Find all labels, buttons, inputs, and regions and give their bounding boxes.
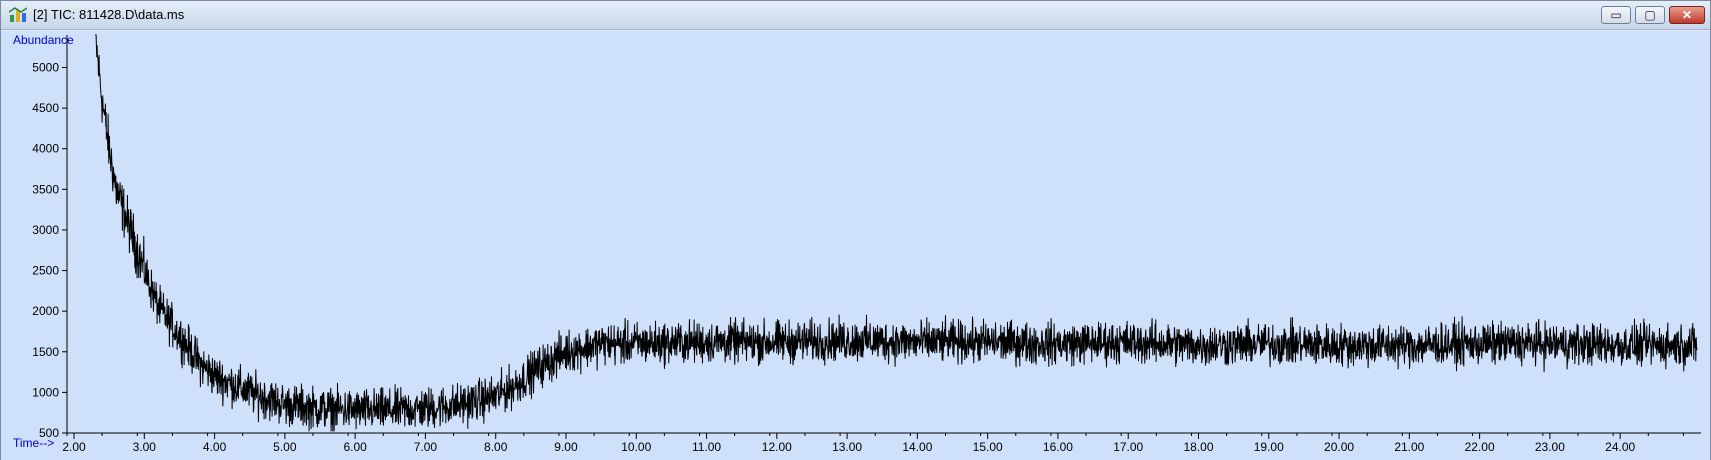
- x-tick-label: 24.00: [1605, 440, 1635, 454]
- y-tick-label: 3500: [32, 182, 59, 196]
- x-tick-label: 3.00: [133, 440, 157, 454]
- maximize-icon: ▢: [1644, 8, 1656, 22]
- x-tick-label: 7.00: [414, 440, 438, 454]
- x-tick-label: 8.00: [484, 440, 508, 454]
- x-tick-label: 6.00: [343, 440, 367, 454]
- x-tick-label: 4.00: [203, 440, 227, 454]
- y-axis-label: Abundance: [13, 33, 74, 47]
- x-axis-ticks: 2.00 3.00 4.00 5.00 6.00 7.00 8.00 9.00 10.00 11.…: [62, 433, 1684, 454]
- y-tick-label: 4500: [32, 101, 59, 115]
- title-bar[interactable]: [2] TIC: 811428.D\data.ms ▭ ▢ ✕: [1, 1, 1710, 30]
- minimize-icon: ▭: [1610, 8, 1622, 22]
- x-tick-label: 5.00: [273, 440, 297, 454]
- y-tick-label: 5000: [32, 60, 59, 74]
- x-tick-label: 2.00: [62, 440, 86, 454]
- x-tick-label: 21.00: [1394, 440, 1424, 454]
- window-title: [2] TIC: 811428.D\data.ms: [33, 7, 185, 22]
- x-tick-label: 10.00: [621, 440, 651, 454]
- close-icon: ✕: [1681, 8, 1693, 22]
- x-tick-label: 14.00: [902, 440, 932, 454]
- x-tick-label: 15.00: [973, 440, 1003, 454]
- app-icon: [9, 7, 27, 22]
- x-tick-label: 12.00: [762, 440, 792, 454]
- x-tick-label: 17.00: [1113, 440, 1143, 454]
- y-tick-label: 1000: [32, 385, 59, 399]
- y-tick-label: 4000: [32, 142, 59, 156]
- chromatogram-plot[interactable]: 500 1000 1500 2000 2500 3000 3500 4000 4500 5000 …: [1, 30, 1710, 460]
- minimize-button[interactable]: ▭: [1601, 6, 1631, 24]
- close-button[interactable]: ✕: [1669, 6, 1705, 24]
- x-tick-label: 9.00: [554, 440, 578, 454]
- y-tick-label: 2500: [32, 264, 59, 278]
- x-tick-label: 11.00: [692, 440, 721, 454]
- x-tick-label: 20.00: [1324, 440, 1354, 454]
- axes: [66, 35, 1701, 434]
- tic-chart: 500100015002000250030003500400045005000 …: [13, 33, 1701, 454]
- x-tick-label: 22.00: [1465, 440, 1495, 454]
- x-tick-label: 23.00: [1535, 440, 1565, 454]
- x-tick-label: 16.00: [1043, 440, 1073, 454]
- maximize-button[interactable]: ▢: [1635, 6, 1665, 24]
- x-tick-label: 13.00: [832, 440, 862, 454]
- x-axis-label: Time-->: [13, 436, 54, 450]
- y-tick-label: 3000: [32, 223, 59, 237]
- x-tick-label: 19.00: [1254, 440, 1284, 454]
- y-tick-label: 500: [39, 426, 59, 440]
- x-tick-label: 18.00: [1183, 440, 1213, 454]
- tic-trace: [95, 34, 1698, 432]
- y-axis-ticks: 500 1000 1500 2000 2500 3000 3500 4000 4500 5000: [32, 60, 67, 440]
- y-tick-label: 2000: [32, 304, 59, 318]
- y-tick-label: 1500: [32, 345, 59, 359]
